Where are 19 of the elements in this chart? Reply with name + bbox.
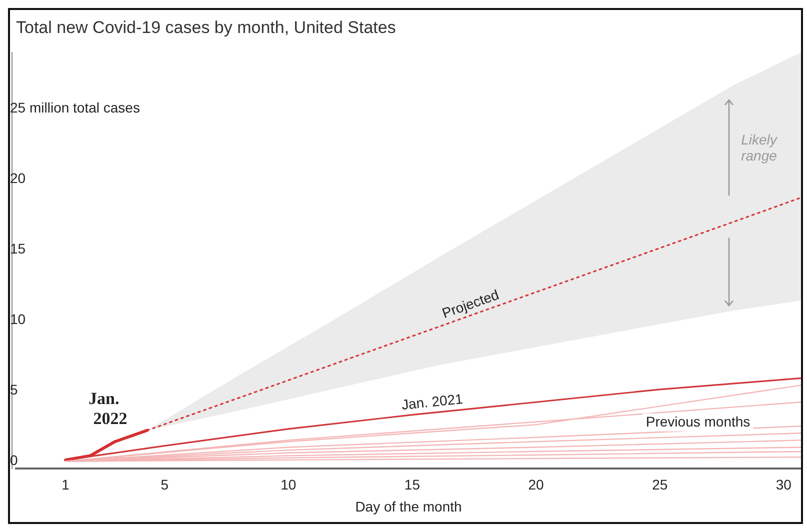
x-tick-label: 1 (62, 476, 70, 493)
annotation: Likely range (741, 132, 778, 164)
x-tick-label: 20 (528, 476, 544, 493)
x-tick-label: 25 (652, 476, 668, 493)
x-tick-label: 30 (776, 476, 792, 493)
x-tick-label: 5 (160, 476, 169, 493)
y-tick-label: 20 (10, 170, 26, 186)
x-tick-label: 15 (404, 476, 420, 493)
text: Jan. 2021 (400, 390, 464, 413)
x-tick-label: 10 (280, 476, 296, 493)
y-tick-label: 15 (10, 240, 26, 257)
y-tick-label: 0 (10, 452, 18, 468)
annotation: Previous months (646, 413, 750, 430)
chart-title: Total new Covid-19 cases by month, United States (16, 18, 396, 37)
y-tick-label: 5 (10, 382, 18, 398)
y-tick-label: 25 million total cases (10, 100, 140, 116)
series-label: Jan. 2022 (88, 389, 128, 428)
x-axis-title: Day of the month (355, 498, 462, 514)
y-tick-label: 10 (10, 311, 26, 328)
